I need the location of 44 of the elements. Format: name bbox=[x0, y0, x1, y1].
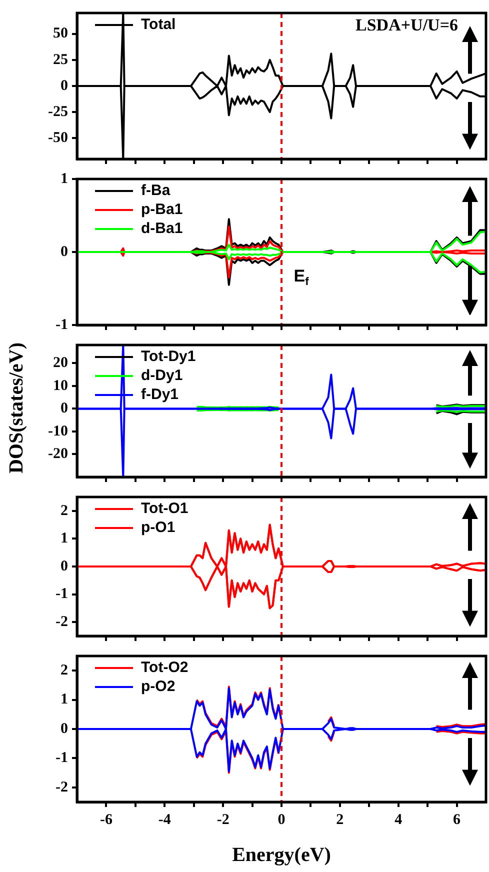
legend-label: p-O1 bbox=[141, 519, 176, 536]
y-tick-label: -50 bbox=[48, 130, 68, 146]
y-tick-label: -2 bbox=[56, 614, 68, 630]
legend-label: Total bbox=[141, 16, 176, 34]
x-tick-label: -6 bbox=[100, 812, 113, 828]
x-tick-label: 4 bbox=[394, 812, 403, 828]
x-tick-label: -2 bbox=[216, 812, 230, 828]
y-tick-label: -1 bbox=[56, 316, 68, 333]
y-tick-label: 0 bbox=[60, 558, 68, 574]
y-tick-label: 50 bbox=[53, 26, 68, 42]
x-tick-label: -4 bbox=[158, 812, 172, 828]
legend-label: f-Dy1 bbox=[141, 386, 179, 404]
y-tick-label: 2 bbox=[60, 662, 68, 678]
y-axis-title: DOS(states/eV) bbox=[6, 342, 28, 474]
legend-label: Tot-O2 bbox=[141, 659, 188, 676]
legend-label: p-Ba1 bbox=[141, 201, 183, 218]
legend-label: p-O2 bbox=[141, 678, 176, 696]
legend-label: d-Dy1 bbox=[141, 367, 183, 384]
y-tick-label: 0 bbox=[60, 400, 68, 417]
y-tick-label: 1 bbox=[60, 170, 68, 187]
y-tick-label: 2 bbox=[60, 502, 68, 519]
y-tick-label: 1 bbox=[60, 530, 68, 547]
y-tick-label: 1 bbox=[60, 692, 68, 708]
y-tick-label: 20 bbox=[53, 355, 68, 372]
legend-label: f-Ba bbox=[141, 182, 171, 200]
legend-label: Tot-Dy1 bbox=[141, 348, 196, 366]
y-tick-label: -25 bbox=[48, 104, 68, 120]
annotation: LSDA+U/U=6 bbox=[356, 16, 458, 35]
x-axis-title: Energy(eV) bbox=[232, 844, 331, 866]
y-tick-label: -20 bbox=[48, 446, 68, 462]
y-tick-label: -1 bbox=[56, 586, 68, 602]
y-tick-label: 10 bbox=[53, 378, 68, 394]
x-tick-label: 6 bbox=[453, 812, 462, 828]
legend-label: d-Ba1 bbox=[141, 220, 183, 238]
x-tick-label: 0 bbox=[278, 812, 286, 828]
y-tick-label: 0 bbox=[60, 244, 68, 260]
x-tick-label: 2 bbox=[336, 812, 344, 828]
y-tick-label: -1 bbox=[56, 750, 68, 766]
y-tick-label: 25 bbox=[53, 52, 68, 68]
y-tick-label: -2 bbox=[56, 779, 68, 796]
y-tick-label: -10 bbox=[48, 423, 68, 440]
y-tick-label: 0 bbox=[60, 720, 68, 737]
y-tick-label: 0 bbox=[60, 78, 68, 94]
legend-label: Tot-O1 bbox=[141, 500, 188, 518]
